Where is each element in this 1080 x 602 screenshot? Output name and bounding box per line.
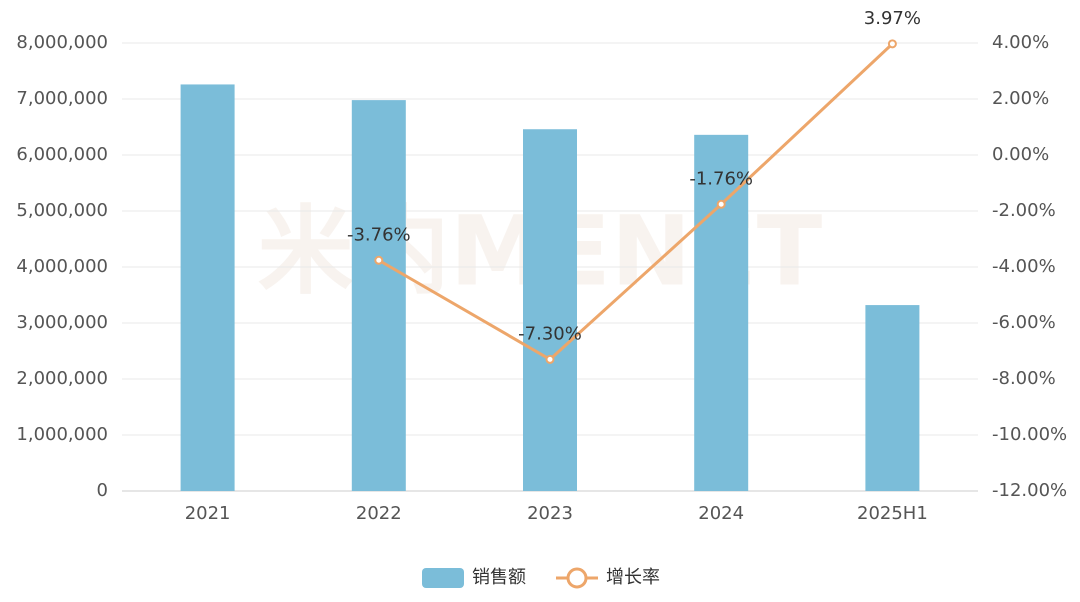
x-tick-label: 2023 bbox=[527, 503, 573, 524]
point bbox=[374, 255, 384, 265]
y2-tick-label: -4.00% bbox=[992, 256, 1056, 277]
data-label: 3.97% bbox=[864, 8, 921, 29]
data-label: -1.76% bbox=[689, 168, 753, 189]
legend-swatch bbox=[566, 567, 588, 589]
legend-swatch bbox=[422, 568, 464, 588]
bar bbox=[865, 305, 920, 491]
y-tick-label: 5,000,000 bbox=[16, 200, 108, 221]
y-tick-label: 7,000,000 bbox=[16, 88, 108, 109]
y2-tick-label: -12.00% bbox=[992, 480, 1067, 501]
data-label: -3.76% bbox=[347, 224, 411, 245]
y-tick-label: 8,000,000 bbox=[16, 32, 108, 53]
bar bbox=[351, 100, 406, 492]
bar bbox=[523, 129, 577, 492]
x-tick-label: 2024 bbox=[698, 503, 744, 524]
y2-tick-label: -10.00% bbox=[992, 424, 1067, 445]
y2-tick-label: -8.00% bbox=[992, 368, 1056, 389]
y2-tick-label: 2.00% bbox=[992, 88, 1049, 109]
x-tick-label: 2021 bbox=[185, 503, 231, 524]
bar bbox=[180, 84, 235, 491]
y-tick-label: 0 bbox=[97, 480, 108, 501]
y2-tick-label: -6.00% bbox=[992, 312, 1056, 333]
y-tick-label: 4,000,000 bbox=[16, 256, 108, 277]
x-tick-label: 2022 bbox=[356, 503, 402, 524]
y-tick-label: 2,000,000 bbox=[16, 368, 108, 389]
y2-tick-label: -2.00% bbox=[992, 200, 1056, 221]
point bbox=[545, 354, 555, 364]
y2-tick-label: 4.00% bbox=[992, 32, 1049, 53]
data-label: -7.30% bbox=[518, 323, 582, 344]
bar bbox=[694, 134, 749, 491]
y2-tick-label: 0.00% bbox=[992, 144, 1049, 165]
legend-label: 增长率 bbox=[606, 567, 660, 588]
y-tick-label: 1,000,000 bbox=[16, 424, 108, 445]
line bbox=[378, 42, 894, 362]
point bbox=[716, 199, 726, 209]
y-tick-label: 3,000,000 bbox=[16, 312, 108, 333]
legend-label: 销售额 bbox=[472, 567, 526, 588]
y-tick-label: 6,000,000 bbox=[16, 144, 108, 165]
x-tick-label: 2025H1 bbox=[857, 503, 928, 524]
point bbox=[887, 39, 897, 49]
